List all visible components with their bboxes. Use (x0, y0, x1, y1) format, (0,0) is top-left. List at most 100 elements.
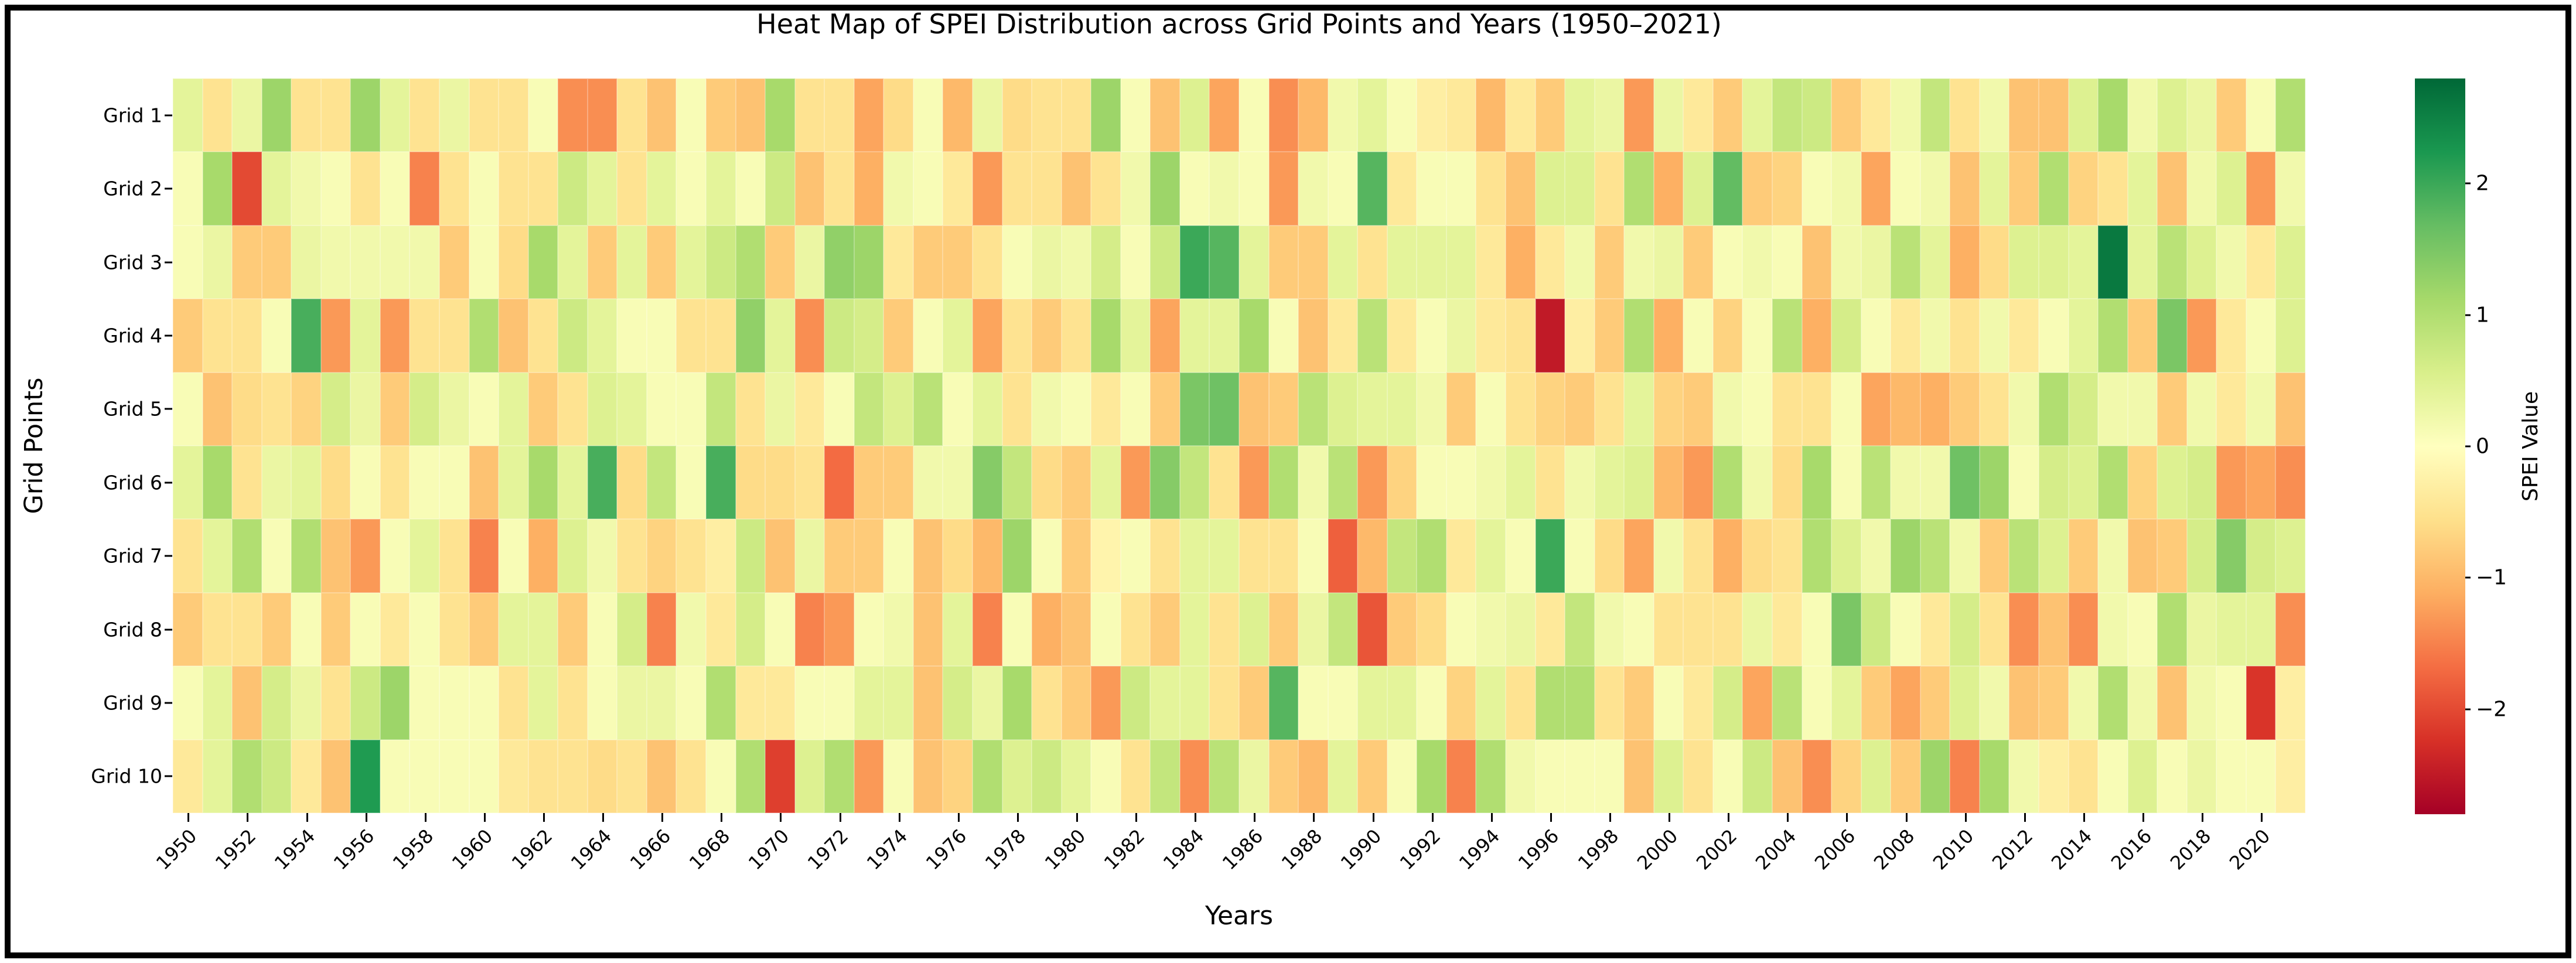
heatmap-cell (232, 152, 262, 226)
heatmap-cell (1061, 152, 1091, 226)
colorbar-label: SPEI Value (2519, 391, 2543, 502)
heatmap-cell (499, 299, 528, 373)
heatmap-cell (1268, 519, 1299, 593)
heatmap-cell (499, 519, 528, 593)
heatmap-cell (2039, 592, 2069, 667)
y-tick-mark (165, 334, 172, 337)
heatmap-cell (617, 152, 647, 226)
heatmap-cell (913, 78, 943, 152)
heatmap-cell (1802, 225, 1832, 299)
heatmap-cell (1061, 78, 1091, 152)
heatmap-cell (1120, 299, 1151, 373)
heatmap-cell (2039, 225, 2069, 299)
heatmap-cell (1920, 225, 1950, 299)
heatmap-cell (1861, 372, 1891, 446)
heatmap-cell (499, 78, 528, 152)
heatmap-cell (320, 666, 351, 740)
heatmap-cell (1298, 592, 1328, 667)
heatmap-cell (291, 299, 321, 373)
heatmap-cell (1979, 78, 2009, 152)
heatmap-cell (706, 78, 736, 152)
heatmap-cell (1091, 225, 1121, 299)
heatmap-cell (1831, 152, 1861, 226)
heatmap-cell (2275, 299, 2305, 373)
heatmap-cell (765, 299, 795, 373)
heatmap-cell (1802, 519, 1832, 593)
heatmap-cell (1891, 666, 1920, 740)
heatmap-cell (1624, 446, 1654, 520)
heatmap-cell (1861, 78, 1891, 152)
heatmap-cell (1209, 666, 1239, 740)
x-tick-mark (306, 813, 308, 822)
heatmap-cell (1120, 739, 1151, 813)
heatmap-cell (587, 739, 617, 813)
heatmap-cell (973, 225, 1002, 299)
heatmap-cell (824, 152, 854, 226)
heatmap-cell (1920, 78, 1950, 152)
heatmap-cell (439, 739, 469, 813)
heatmap-cell (410, 592, 439, 667)
heatmap-cell (1594, 446, 1625, 520)
heatmap-cell (1535, 446, 1565, 520)
heatmap-cell (1653, 666, 1684, 740)
heatmap-cell (1268, 592, 1299, 667)
y-tick-label: Grid 9 (103, 691, 162, 715)
heatmap-cell (499, 152, 528, 226)
heatmap-cell (1387, 372, 1417, 446)
heatmap-cell (1446, 446, 1476, 520)
heatmap-cell (1328, 519, 1358, 593)
heatmap-cell (202, 299, 233, 373)
x-tick-mark (2142, 813, 2144, 822)
heatmap-cell (2068, 519, 2099, 593)
heatmap-cell (1387, 225, 1417, 299)
heatmap-cell (1120, 592, 1151, 667)
heatmap-cell (2275, 446, 2305, 520)
heatmap-cell (1683, 152, 1713, 226)
heatmap-cell (1772, 592, 1802, 667)
heatmap-cell (1476, 225, 1506, 299)
heatmap-cell (646, 152, 677, 226)
heatmap-cell (1239, 299, 1269, 373)
heatmap-cell (617, 739, 647, 813)
heatmap-cell (706, 152, 736, 226)
heatmap-cell (261, 446, 292, 520)
heatmap-cell (824, 592, 854, 667)
heatmap-cell (2068, 666, 2099, 740)
heatmap-cell (2068, 78, 2099, 152)
y-tick-mark (165, 555, 172, 557)
heatmap-cell (854, 519, 884, 593)
heatmap-cell (1298, 152, 1328, 226)
heatmap-cell (2098, 666, 2128, 740)
heatmap-cell (1387, 519, 1417, 593)
heatmap-cell (1594, 739, 1625, 813)
heatmap-cell (469, 592, 499, 667)
heatmap-cell (676, 519, 706, 593)
heatmap-cell (1802, 666, 1832, 740)
heatmap-cell (1179, 739, 1210, 813)
heatmap-cell (1002, 739, 1032, 813)
x-tick-mark (187, 813, 190, 822)
heatmap-cell (2275, 739, 2305, 813)
heatmap-cell (794, 666, 825, 740)
heatmap-cell (1742, 152, 1772, 226)
heatmap-cell (646, 78, 677, 152)
heatmap-cell (499, 225, 528, 299)
heatmap-cell (1772, 739, 1802, 813)
heatmap-cell (173, 739, 203, 813)
heatmap-cell (676, 225, 706, 299)
heatmap-cell (232, 225, 262, 299)
heatmap-cell (469, 299, 499, 373)
heatmap-cell (1802, 299, 1832, 373)
heatmap-cell (2098, 78, 2128, 152)
heatmap-cell (1002, 446, 1032, 520)
heatmap-cell (350, 225, 380, 299)
heatmap-cell (1150, 739, 1180, 813)
heatmap-cell (854, 78, 884, 152)
heatmap-cell (1091, 446, 1121, 520)
heatmap-cell (913, 592, 943, 667)
heatmap-cell (1535, 225, 1565, 299)
heatmap-cell (1091, 78, 1121, 152)
heatmap-cell (1535, 666, 1565, 740)
heatmap-cell (173, 592, 203, 667)
heatmap-cell (973, 519, 1002, 593)
